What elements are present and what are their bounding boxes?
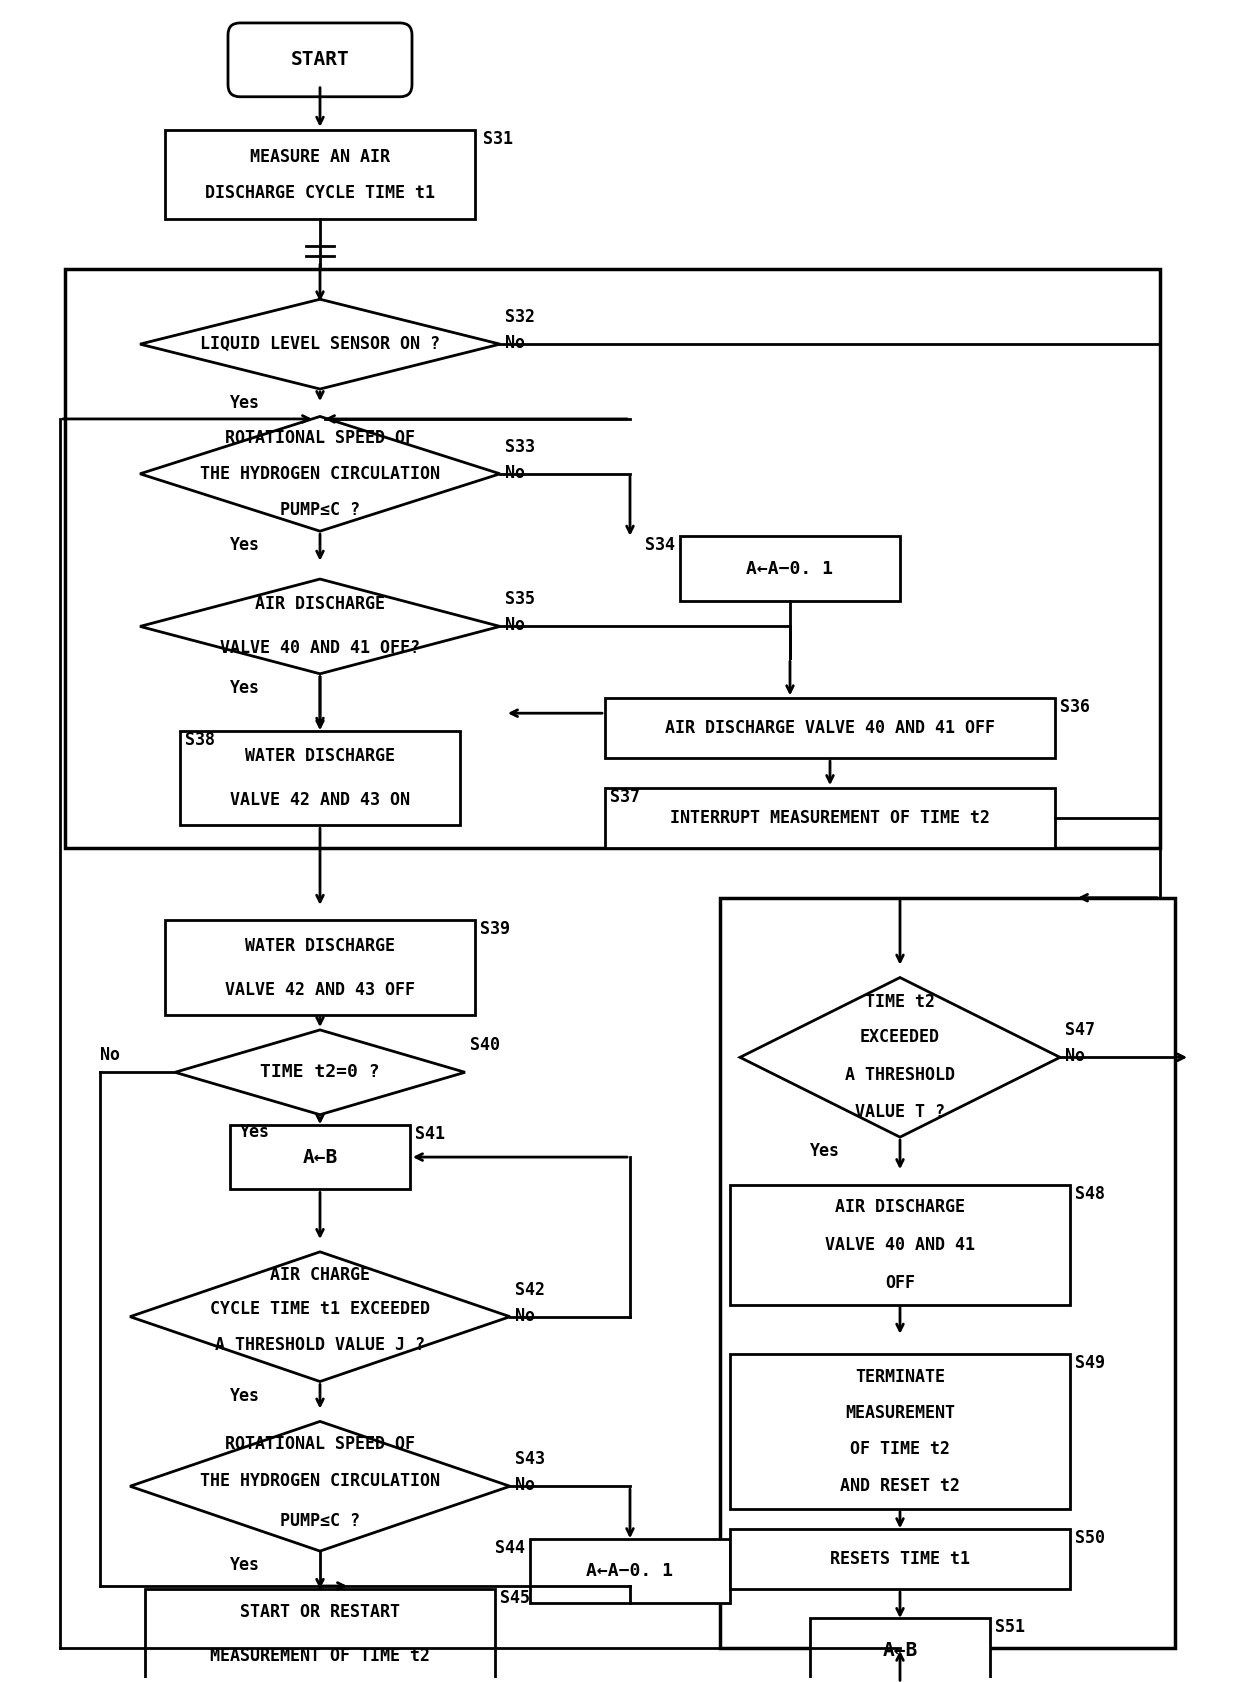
Text: S38: S38 [185,730,215,748]
Text: A←B: A←B [303,1147,337,1167]
Text: AIR DISCHARGE VALVE 40 AND 41 OFF: AIR DISCHARGE VALVE 40 AND 41 OFF [665,720,994,737]
FancyBboxPatch shape [810,1618,990,1682]
Text: DISCHARGE CYCLE TIME t1: DISCHARGE CYCLE TIME t1 [205,183,435,202]
Text: S39: S39 [480,920,510,939]
Text: INTERRUPT MEASUREMENT OF TIME t2: INTERRUPT MEASUREMENT OF TIME t2 [670,809,990,828]
Text: VALVE 42 AND 43 ON: VALVE 42 AND 43 ON [229,791,410,809]
FancyBboxPatch shape [720,898,1176,1648]
Text: S40: S40 [470,1036,500,1055]
Text: START: START [290,50,350,69]
Text: A←A−0. 1: A←A−0. 1 [587,1563,673,1579]
Text: AIR CHARGE: AIR CHARGE [270,1267,370,1283]
Text: RESETS TIME t1: RESETS TIME t1 [830,1551,970,1568]
Text: MEASURE AN AIR: MEASURE AN AIR [250,148,391,165]
Text: LIQUID LEVEL SENSOR ON ?: LIQUID LEVEL SENSOR ON ? [200,335,440,353]
Text: Yes: Yes [229,394,260,412]
Text: ROTATIONAL SPEED OF: ROTATIONAL SPEED OF [224,1435,415,1453]
Text: S37: S37 [610,787,640,806]
Text: S41: S41 [415,1125,445,1142]
FancyBboxPatch shape [605,787,1055,848]
Text: PUMP≤C ?: PUMP≤C ? [280,501,360,518]
FancyBboxPatch shape [64,269,1159,848]
Text: S45: S45 [500,1589,529,1606]
Text: TIME t2=0 ?: TIME t2=0 ? [260,1063,379,1082]
Text: No: No [505,464,525,481]
Text: No: No [505,335,525,352]
FancyBboxPatch shape [180,730,460,826]
Text: THE HYDROGEN CIRCULATION: THE HYDROGEN CIRCULATION [200,464,440,483]
Text: AND RESET t2: AND RESET t2 [839,1477,960,1495]
Text: ROTATIONAL SPEED OF: ROTATIONAL SPEED OF [224,429,415,447]
Text: S44: S44 [495,1539,525,1556]
FancyBboxPatch shape [229,1125,410,1189]
FancyBboxPatch shape [529,1539,730,1603]
Text: S48: S48 [1075,1186,1105,1203]
FancyBboxPatch shape [165,130,475,219]
Text: EXCEEDED: EXCEEDED [861,1028,940,1046]
FancyBboxPatch shape [730,1186,1070,1305]
Text: AIR DISCHARGE: AIR DISCHARGE [255,595,384,614]
Text: TIME t2: TIME t2 [866,994,935,1011]
Text: Yes: Yes [229,680,260,696]
Text: S50: S50 [1075,1529,1105,1547]
Text: WATER DISCHARGE: WATER DISCHARGE [246,937,396,955]
FancyBboxPatch shape [165,920,475,1014]
Text: MEASUREMENT OF TIME t2: MEASUREMENT OF TIME t2 [210,1647,430,1665]
Text: A←B: A←B [883,1642,918,1660]
Text: OF TIME t2: OF TIME t2 [849,1440,950,1458]
Polygon shape [140,299,500,389]
Text: S36: S36 [1060,698,1090,717]
Polygon shape [140,417,500,532]
Text: A←A−0. 1: A←A−0. 1 [746,560,833,577]
Text: S47: S47 [1065,1021,1095,1039]
Text: VALVE 40 AND 41 OFF?: VALVE 40 AND 41 OFF? [219,639,420,658]
Text: CYCLE TIME t1 EXCEEDED: CYCLE TIME t1 EXCEEDED [210,1300,430,1317]
Text: AIR DISCHARGE: AIR DISCHARGE [835,1198,965,1216]
Text: MEASUREMENT: MEASUREMENT [844,1404,955,1423]
Text: S31: S31 [484,130,513,148]
Text: VALVE 40 AND 41: VALVE 40 AND 41 [825,1236,975,1253]
Text: THE HYDROGEN CIRCULATION: THE HYDROGEN CIRCULATION [200,1472,440,1490]
Text: S32: S32 [505,308,534,326]
Text: No: No [515,1307,534,1325]
FancyBboxPatch shape [730,1529,1070,1589]
FancyBboxPatch shape [145,1589,495,1679]
Text: No: No [100,1046,120,1065]
Text: OFF: OFF [885,1273,915,1292]
Text: S34: S34 [645,537,675,553]
Text: S51: S51 [994,1618,1025,1637]
FancyBboxPatch shape [730,1354,1070,1509]
Text: Yes: Yes [229,1386,260,1404]
Text: Yes: Yes [241,1122,270,1140]
FancyBboxPatch shape [605,698,1055,759]
Text: A THRESHOLD VALUE J ?: A THRESHOLD VALUE J ? [215,1336,425,1354]
Text: S43: S43 [515,1450,546,1468]
Text: WATER DISCHARGE: WATER DISCHARGE [246,747,396,765]
Text: VALUE T ?: VALUE T ? [856,1103,945,1122]
Polygon shape [130,1251,510,1381]
Text: Yes: Yes [229,537,260,553]
FancyBboxPatch shape [228,24,412,98]
Text: Yes: Yes [229,1556,260,1574]
Text: PUMP≤C ?: PUMP≤C ? [280,1512,360,1531]
Text: TERMINATE: TERMINATE [856,1367,945,1386]
Text: VALVE 42 AND 43 OFF: VALVE 42 AND 43 OFF [224,981,415,999]
Text: No: No [1065,1048,1085,1065]
Text: No: No [505,616,525,634]
Text: A THRESHOLD: A THRESHOLD [844,1066,955,1085]
Text: No: No [515,1477,534,1494]
Polygon shape [175,1029,465,1115]
Polygon shape [740,977,1060,1137]
Polygon shape [130,1421,510,1551]
Text: Yes: Yes [810,1142,839,1161]
Text: S49: S49 [1075,1354,1105,1373]
Polygon shape [140,579,500,674]
FancyBboxPatch shape [680,537,900,600]
Text: START OR RESTART: START OR RESTART [241,1603,401,1621]
Text: S33: S33 [505,437,534,456]
Text: S35: S35 [505,590,534,609]
Text: S42: S42 [515,1280,546,1299]
